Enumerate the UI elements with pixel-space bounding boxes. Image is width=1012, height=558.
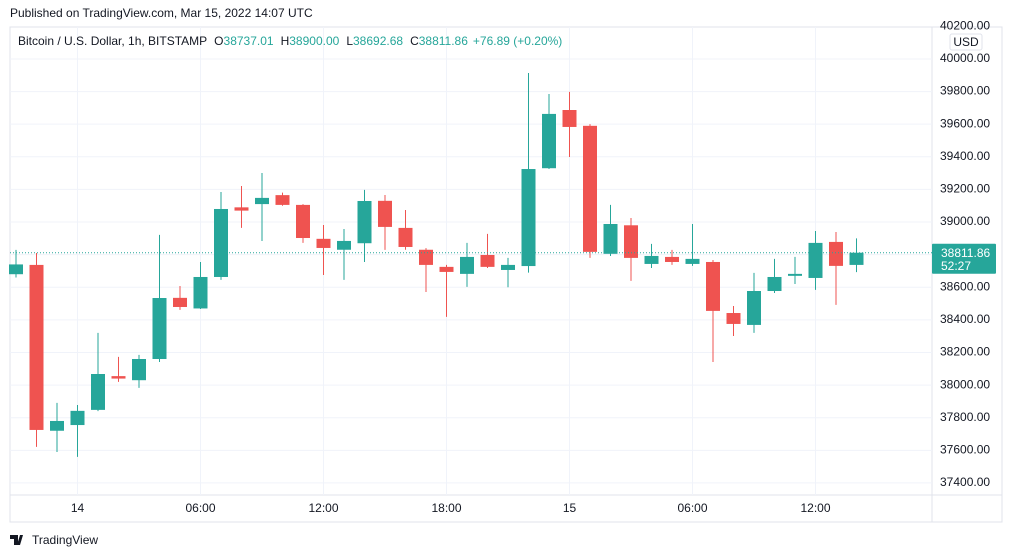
y-tick-label: 38400.00 [940, 312, 990, 326]
currency: USD [953, 35, 979, 49]
y-tick-label: 37800.00 [940, 410, 990, 424]
ohlc-key: O [214, 34, 223, 48]
candle-body [111, 376, 126, 379]
ohlc-value: 38900.00 [289, 34, 339, 48]
y-tick-label: 40200.00 [940, 19, 990, 33]
countdown: 52:27 [941, 259, 971, 273]
candle-body [132, 359, 146, 381]
candle-body [788, 273, 802, 276]
x-tick-label: 18:00 [431, 501, 461, 515]
y-tick-label: 37600.00 [940, 442, 990, 456]
candle-body [152, 298, 167, 360]
candle-body [767, 276, 782, 292]
last-price-box [932, 243, 996, 274]
candle-body [214, 208, 228, 277]
y-tick-label: 38200.00 [940, 345, 990, 359]
x-tick-label: 14 [71, 501, 85, 515]
y-tick-label: 38600.00 [940, 279, 990, 293]
change: +76.89 (+0.20%) [473, 34, 562, 48]
ohlc-key: L [346, 34, 353, 48]
candle-body [685, 258, 700, 264]
candle-body [460, 256, 474, 274]
ohlc-legend: Bitcoin / U.S. Dollar, 1h, BITSTAMP O3873… [18, 34, 562, 48]
y-tick-label: 39000.00 [940, 214, 990, 228]
x-tick-label: 06:00 [185, 501, 215, 515]
ohlc-value: 38692.68 [353, 34, 403, 48]
candle-body [562, 110, 577, 127]
brand: TradingView [32, 533, 98, 547]
currency-box[interactable] [949, 33, 983, 51]
candle-body [357, 200, 372, 244]
candle-body [193, 276, 208, 309]
candles [9, 72, 932, 457]
candle-body [501, 264, 515, 270]
candle-body [439, 266, 454, 272]
candle-body [521, 169, 536, 267]
candle-body [808, 242, 823, 278]
ohlc-value: 38737.01 [224, 34, 274, 48]
candle-body [706, 261, 720, 311]
candle-body [378, 200, 392, 227]
y-tick-label: 39400.00 [940, 149, 990, 163]
candle-body [50, 420, 64, 431]
candle-body [480, 254, 495, 267]
candle-body [829, 241, 843, 266]
candle-body [419, 249, 433, 265]
published-note: Published on TradingView.com, Mar 15, 20… [10, 6, 313, 20]
candle-body [665, 256, 679, 262]
axes: 37400.00 37600.00 37800.00 38000.00 38200.00… [71, 19, 996, 515]
y-tick-label: 40000.00 [940, 51, 990, 65]
candle-body [275, 195, 290, 205]
candle-body [296, 204, 310, 239]
ohlc-value: 38811.86 [419, 34, 468, 48]
y-tick-label: 39800.00 [940, 84, 990, 98]
chart-frame [9, 26, 1003, 523]
candle-body [29, 264, 44, 430]
y-tick-label: 39600.00 [940, 116, 990, 130]
candle-body [849, 252, 864, 265]
candle-body [603, 223, 618, 254]
candle-body [9, 264, 23, 275]
x-tick-label: 12:00 [800, 501, 830, 515]
y-tick-label: 39200.00 [940, 182, 990, 196]
candle-body [234, 207, 249, 211]
y-tick-label: 38000.00 [940, 377, 990, 391]
candle-body [255, 197, 269, 205]
candle-body [583, 125, 597, 252]
x-tick-label: 06:00 [677, 501, 707, 515]
candle-body [91, 374, 105, 410]
candle-body [173, 297, 187, 307]
candle-body [337, 240, 351, 250]
ohlc-key: H [281, 34, 290, 48]
x-tick-label: 12:00 [308, 501, 338, 515]
candle-body [624, 225, 638, 258]
candle-body [644, 255, 659, 264]
ohlc-key: C [410, 34, 419, 48]
candle-body [398, 227, 413, 247]
grid [10, 27, 932, 495]
chart-title: Bitcoin / U.S. Dollar, 1h, BITSTAMP [18, 34, 207, 48]
brand-logo [10, 535, 23, 545]
candle-body [316, 238, 331, 248]
candle-body [70, 410, 85, 426]
y-tick-label: 37400.00 [940, 475, 990, 489]
candle-body [726, 313, 741, 324]
candle-body [542, 113, 556, 169]
last-price-label: 38811.86 [941, 246, 990, 260]
candle-body [747, 291, 761, 325]
x-tick-label: 15 [563, 501, 577, 515]
